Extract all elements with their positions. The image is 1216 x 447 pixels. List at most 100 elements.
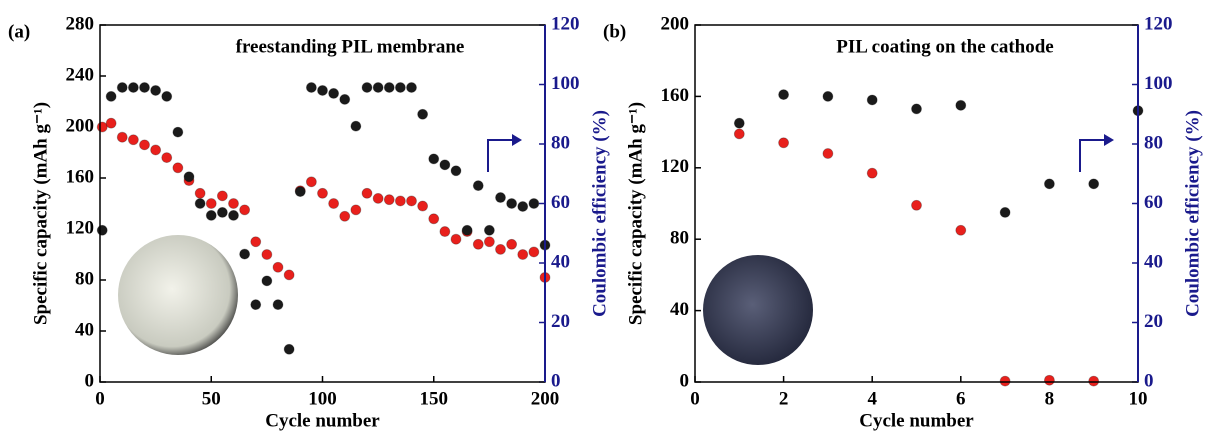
y-tick-label: 240 <box>66 64 95 85</box>
data-point <box>1044 374 1055 386</box>
x-tick-label: 200 <box>531 388 560 409</box>
data-point <box>139 139 150 151</box>
axis-arrow <box>1104 134 1114 146</box>
y2-tick-label: 0 <box>551 370 561 391</box>
data-point <box>428 213 440 225</box>
y2-tick-label: 40 <box>551 251 570 272</box>
chart-title: PIL coating on the cathode <box>836 36 1053 57</box>
data-point <box>127 134 139 146</box>
data-point <box>96 121 108 133</box>
data-point <box>172 126 184 138</box>
data-point <box>472 180 484 192</box>
axis-arrow <box>1079 139 1104 172</box>
y2-tick-label: 80 <box>551 132 570 153</box>
panel-label: (a) <box>8 21 30 42</box>
x-tick-label: 8 <box>1045 388 1055 409</box>
x-axis-label: Cycle number <box>859 410 974 431</box>
data-point <box>439 226 451 237</box>
data-point <box>350 120 362 132</box>
data-point <box>317 85 328 96</box>
data-point <box>999 207 1011 218</box>
y-tick-label: 0 <box>680 370 690 391</box>
data-point <box>116 131 128 143</box>
data-point <box>450 233 462 245</box>
y-tick-label: 200 <box>66 115 95 136</box>
data-point <box>139 82 150 93</box>
data-point <box>417 108 429 120</box>
y-tick-label: 40 <box>670 299 689 320</box>
data-point <box>450 165 462 177</box>
data-point <box>999 375 1011 387</box>
y2-tick-label: 120 <box>551 13 580 34</box>
data-point <box>383 82 395 93</box>
x-tick-label: 50 <box>202 388 221 409</box>
data-point <box>866 94 878 106</box>
data-point <box>272 261 284 273</box>
chart-title: freestanding PIL membrane <box>236 36 465 57</box>
data-point <box>428 153 440 165</box>
y-tick-label: 80 <box>670 228 689 249</box>
data-point <box>822 91 834 102</box>
data-point <box>822 148 834 159</box>
y-tick-label: 80 <box>75 268 94 289</box>
data-point <box>1044 178 1055 190</box>
y2-tick-label: 60 <box>551 192 570 213</box>
x-tick-label: 0 <box>95 388 105 409</box>
y-axis-label: Specific capacity (mAh g⁻¹) <box>30 102 51 325</box>
data-point <box>439 159 451 171</box>
data-point <box>272 299 284 311</box>
data-point <box>250 299 262 311</box>
data-point <box>955 224 967 236</box>
data-point <box>283 343 295 355</box>
y-tick-label: 120 <box>661 156 690 177</box>
data-point <box>383 194 395 206</box>
data-point <box>105 117 117 129</box>
y-axis-label: Specific capacity (mAh g⁻¹) <box>625 102 646 325</box>
x-tick-label: 150 <box>420 388 449 409</box>
data-point <box>495 243 506 255</box>
data-point <box>328 198 340 209</box>
y2-tick-label: 100 <box>551 73 580 94</box>
data-point <box>955 99 967 111</box>
y2-tick-label: 120 <box>1144 13 1173 34</box>
data-point <box>1088 178 1100 190</box>
y-tick-label: 280 <box>66 13 95 34</box>
inset-photo <box>118 235 238 355</box>
data-point <box>517 249 529 260</box>
data-point <box>305 176 317 188</box>
data-point <box>394 82 406 93</box>
data-point <box>339 93 351 105</box>
axis-arrow <box>512 134 522 146</box>
x-tick-label: 0 <box>690 388 700 409</box>
data-point <box>350 204 362 216</box>
x-tick-label: 4 <box>867 388 877 409</box>
y2-tick-label: 0 <box>1144 370 1154 391</box>
data-point <box>228 198 239 209</box>
data-point <box>294 186 306 198</box>
data-point <box>150 144 162 156</box>
data-point <box>205 198 217 209</box>
x-axis-label: Cycle number <box>265 410 380 431</box>
data-point <box>261 249 273 260</box>
data-point <box>1088 375 1100 387</box>
data-point <box>461 224 473 236</box>
data-point <box>483 224 495 236</box>
data-point <box>194 187 206 199</box>
data-point <box>205 209 217 221</box>
data-point <box>127 82 139 93</box>
y-tick-label: 160 <box>661 85 690 106</box>
data-point <box>183 171 195 183</box>
data-point <box>495 192 506 203</box>
inset-photo <box>703 255 813 365</box>
data-point <box>361 187 373 199</box>
y-tick-label: 200 <box>661 13 690 34</box>
y-tick-label: 120 <box>66 217 95 238</box>
data-point <box>528 198 540 209</box>
y2-tick-label: 100 <box>1144 73 1173 94</box>
data-point <box>911 199 922 211</box>
x-tick-label: 2 <box>779 388 789 409</box>
data-point <box>239 204 251 216</box>
axis-arrow <box>487 139 512 172</box>
data-point <box>305 82 317 93</box>
